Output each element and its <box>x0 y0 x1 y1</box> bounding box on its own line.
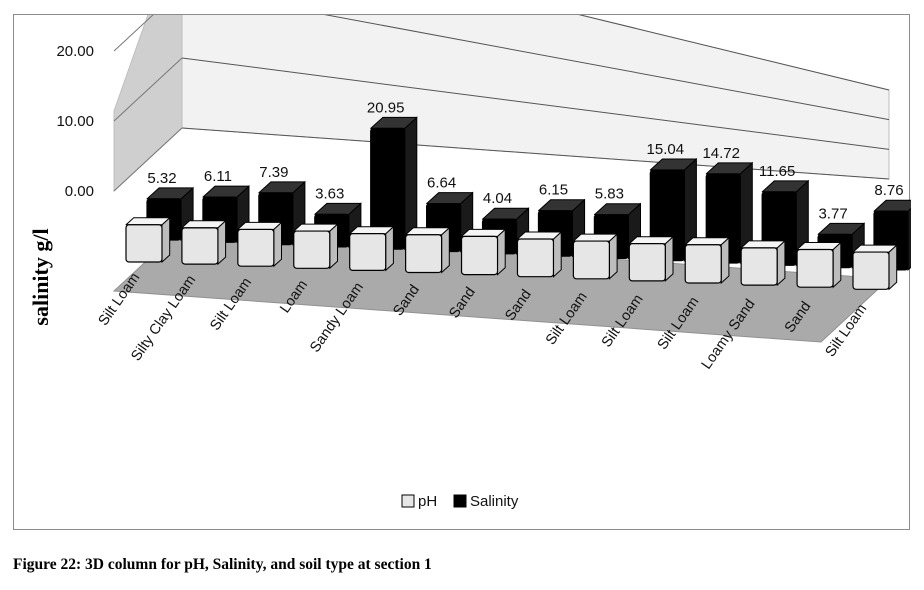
ph-bar-6-top <box>461 228 506 237</box>
ph-bar-0-front <box>125 224 163 263</box>
ph-bar-8-front <box>572 240 610 280</box>
ph-bar-13-side <box>888 243 898 291</box>
salinity-data-label-3: 3.63 <box>315 185 344 202</box>
ph-bar-3-top <box>293 223 338 232</box>
ph-bar-12-top <box>796 242 842 250</box>
ph-bar-9-side <box>664 235 674 283</box>
salinity-data-label-11: 11.65 <box>759 163 795 180</box>
ph-bar-13-front <box>852 251 890 290</box>
legend-label-ph: pH <box>418 493 437 510</box>
side-gridline-0 <box>113 127 183 192</box>
ph-bar-9 <box>628 235 674 283</box>
gridline-1 <box>181 57 890 150</box>
ph-bar-5 <box>405 226 450 274</box>
salinity-data-label-2: 7.39 <box>259 164 288 181</box>
salinity-data-label-10: 14.72 <box>702 145 740 162</box>
gridline-0 <box>181 127 890 180</box>
side-gridline-1 <box>113 57 183 122</box>
ph-bar-9-front <box>628 243 666 282</box>
ph-bar-7-top <box>517 231 562 240</box>
legend-label-salinity: Salinity <box>470 493 519 510</box>
ph-bar-2 <box>237 221 282 268</box>
category-label-0: Silt Loam <box>95 270 143 329</box>
salinity-data-label-9: 15.04 <box>647 141 685 158</box>
ph-bar-11-top <box>740 240 786 249</box>
ph-bar-0-side <box>161 216 171 264</box>
gridline-2 <box>324 15 890 121</box>
ph-bar-5-front <box>405 234 443 274</box>
legend-swatch-ph <box>401 494 415 508</box>
ph-bar-10-side <box>720 236 730 285</box>
ph-bar-12-side <box>832 241 842 289</box>
ph-bar-7-side <box>553 230 562 278</box>
ph-bar-4-top <box>349 226 394 235</box>
ph-bar-0-top <box>125 217 171 226</box>
ph-bar-12-front <box>796 248 834 288</box>
ph-bar-2-top <box>237 221 282 230</box>
salinity-bar-13-top <box>873 199 911 212</box>
legend-swatch-salinity <box>453 494 467 508</box>
ph-bar-12 <box>796 241 842 289</box>
ph-bar-7-front <box>516 238 555 278</box>
salinity-data-label-8: 5.83 <box>595 186 624 203</box>
ph-bar-8-side <box>608 232 618 280</box>
y-axis-title: salinity g/l <box>28 228 53 325</box>
ph-bar-10-front <box>684 244 722 284</box>
ph-bar-13 <box>852 243 898 291</box>
legend: pH Salinity <box>401 493 519 510</box>
ph-bar-3-front <box>293 230 331 269</box>
ph-bar-8 <box>572 232 618 280</box>
salinity-data-label-13: 8.76 <box>874 182 903 199</box>
ph-bar-10 <box>684 236 730 285</box>
ph-bar-0 <box>125 216 171 264</box>
ph-bar-9-top <box>628 236 674 245</box>
y-tick-label: 10.00 <box>56 113 94 130</box>
ph-bar-11-front <box>740 247 778 286</box>
ph-bar-2-front <box>237 228 275 267</box>
side-gridline-2 <box>113 15 154 52</box>
ph-bar-5-side <box>441 226 450 274</box>
ph-bar-1 <box>181 219 227 266</box>
ph-bar-8-top <box>572 233 618 242</box>
salinity-data-label-4: 20.95 <box>367 99 405 116</box>
ph-bar-10-top <box>684 237 730 246</box>
ph-bar-11-side <box>776 239 786 287</box>
figure-caption: Figure 22: 3D column for pH, Salinity, a… <box>13 556 432 573</box>
salinity-data-label-7: 6.15 <box>539 182 568 199</box>
ph-bar-7 <box>516 230 562 278</box>
ph-bar-6 <box>460 228 506 276</box>
ph-bar-6-side <box>497 228 506 276</box>
gridline-3 <box>578 15 890 91</box>
chart-back-wall <box>181 15 890 180</box>
ph-bar-4 <box>349 225 394 272</box>
y-tick-label: 20.00 <box>56 43 94 60</box>
ph-bar-11 <box>740 239 786 287</box>
salinity-data-label-1: 6.11 <box>204 168 232 185</box>
ph-bar-13-top <box>852 244 898 253</box>
ph-bar-3 <box>293 222 338 270</box>
ph-bar-6-front <box>460 235 499 276</box>
ph-bar-4-front <box>349 233 387 271</box>
salinity-data-label-6: 4.04 <box>483 190 512 207</box>
ph-bar-1-front <box>181 227 219 265</box>
ph-bar-3-side <box>329 222 338 270</box>
salinity-data-label-0: 5.32 <box>147 170 176 187</box>
salinity-data-label-12: 3.77 <box>818 205 847 222</box>
ph-bar-5-top <box>405 227 450 236</box>
y-tick-label: 0.00 <box>65 183 94 200</box>
ph-bar-1-top <box>181 220 227 229</box>
salinity-data-label-5: 6.64 <box>427 175 456 192</box>
